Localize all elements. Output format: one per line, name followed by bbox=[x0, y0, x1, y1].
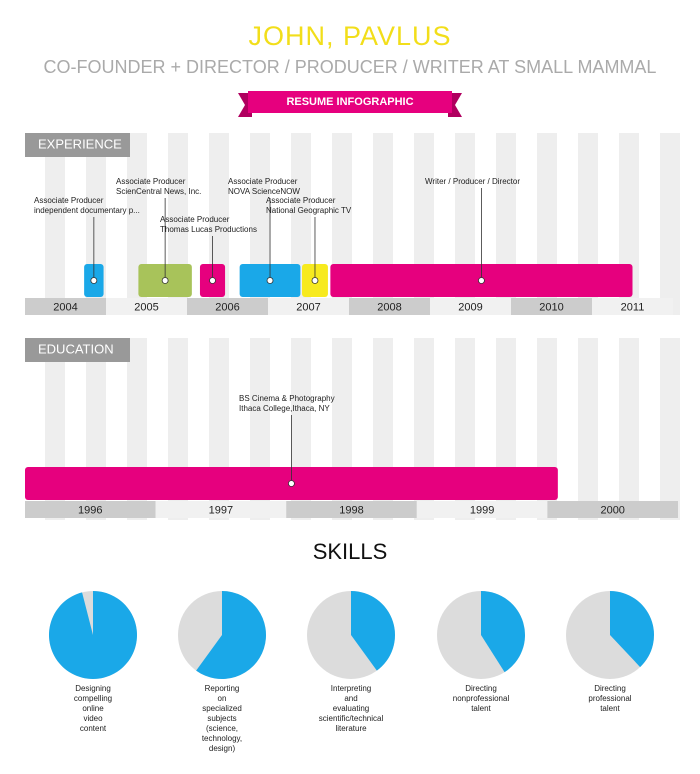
stripe bbox=[45, 133, 65, 315]
year-band bbox=[511, 298, 592, 315]
year-band bbox=[592, 298, 673, 315]
bar-label: National Geographic TV bbox=[266, 206, 352, 215]
year-label: 2011 bbox=[621, 301, 645, 313]
skill-label: nonprofessional bbox=[453, 694, 510, 703]
year-label: 2006 bbox=[215, 301, 239, 313]
skill-label: subjects bbox=[207, 714, 236, 723]
year-label: 2005 bbox=[134, 301, 158, 313]
year-band bbox=[286, 501, 417, 518]
skill-label: Designing bbox=[75, 684, 111, 693]
bar-label: ScienCentral News, Inc. bbox=[116, 187, 201, 196]
skill-label: Reporting bbox=[205, 684, 240, 693]
year-label: 1999 bbox=[470, 504, 494, 516]
bar-dot bbox=[478, 277, 485, 284]
stripe bbox=[619, 338, 639, 520]
year-band bbox=[416, 501, 548, 518]
skill-label: evaluating bbox=[333, 704, 369, 713]
bar-dot bbox=[311, 277, 319, 284]
year-label: 1996 bbox=[78, 504, 102, 516]
year-band bbox=[187, 298, 268, 315]
stripe bbox=[660, 133, 680, 315]
skill-label: (science, bbox=[206, 724, 238, 733]
year-band bbox=[547, 501, 678, 518]
year-band bbox=[268, 298, 349, 315]
section-tab bbox=[25, 133, 130, 157]
bar-dot bbox=[288, 480, 295, 487]
skill-label: professional bbox=[588, 694, 631, 703]
skill-label: design) bbox=[209, 744, 236, 753]
year-band bbox=[349, 298, 430, 315]
year-band bbox=[106, 298, 187, 315]
bar-label: Ithaca College,Ithaca, NY bbox=[239, 404, 330, 413]
year-label: 2004 bbox=[53, 301, 77, 313]
name: JOHN, PAVLUS bbox=[248, 21, 451, 51]
section-title: EDUCATION bbox=[38, 341, 114, 356]
year-band bbox=[25, 501, 156, 518]
skill-label: scientific/technical bbox=[319, 714, 384, 723]
bar-label: Associate Producer bbox=[116, 177, 186, 186]
role: CO-FOUNDER + DIRECTOR / PRODUCER / WRITE… bbox=[44, 57, 657, 77]
skill-label: Directing bbox=[594, 684, 626, 693]
pie-slice bbox=[351, 591, 395, 671]
year-label: 2000 bbox=[600, 504, 624, 516]
bar-dot bbox=[266, 277, 274, 284]
bar-label: Writer / Producer / Director bbox=[425, 177, 520, 186]
bar-label: BS Cinema & Photography bbox=[239, 394, 335, 403]
section-title: EXPERIENCE bbox=[38, 136, 122, 151]
skill-label: and bbox=[344, 694, 357, 703]
year-label: 2008 bbox=[377, 301, 401, 313]
skill-label: on bbox=[218, 694, 227, 703]
skill-label: talent bbox=[600, 704, 620, 713]
year-band bbox=[25, 298, 106, 315]
skill-label: content bbox=[80, 724, 107, 733]
bar-dot bbox=[90, 277, 98, 284]
year-label: 1997 bbox=[209, 504, 233, 516]
bar-label: Associate Producer bbox=[266, 196, 336, 205]
pie-slice bbox=[481, 591, 526, 673]
bar-label: Associate Producer bbox=[34, 196, 104, 205]
skill-label: specialized bbox=[202, 704, 242, 713]
year-band bbox=[155, 501, 287, 518]
year-label: 1998 bbox=[339, 504, 363, 516]
skill-label: talent bbox=[471, 704, 491, 713]
skills-title: SKILLS bbox=[313, 539, 388, 564]
section-tab bbox=[25, 338, 130, 362]
stripe bbox=[660, 338, 680, 520]
pie-slice bbox=[610, 591, 654, 668]
bar-label: Associate Producer bbox=[160, 215, 230, 224]
skill-label: online bbox=[82, 704, 104, 713]
bar-dot bbox=[209, 277, 216, 284]
skill-label: Interpreting bbox=[331, 684, 371, 693]
year-band bbox=[430, 298, 511, 315]
bar-label: independent documentary p... bbox=[34, 206, 140, 215]
skill-label: Directing bbox=[465, 684, 497, 693]
ribbon bbox=[248, 91, 452, 113]
bar-label: NOVA ScienceNOW bbox=[228, 187, 300, 196]
pie-slice bbox=[196, 591, 267, 680]
stripe bbox=[578, 338, 598, 520]
year-label: 2009 bbox=[458, 301, 482, 313]
skill-label: video bbox=[83, 714, 103, 723]
skill-label: literature bbox=[335, 724, 367, 733]
bar-label: Thomas Lucas Productions bbox=[160, 225, 257, 234]
skill-label: technology, bbox=[202, 734, 242, 743]
bar-dot bbox=[161, 277, 169, 284]
bar-label: Associate Producer bbox=[228, 177, 298, 186]
pie-slice bbox=[48, 591, 137, 680]
banner: RESUME INFOGRAPHIC bbox=[286, 96, 413, 108]
year-label: 2010 bbox=[539, 301, 563, 313]
year-label: 2007 bbox=[296, 301, 320, 313]
skill-label: compelling bbox=[74, 694, 112, 703]
